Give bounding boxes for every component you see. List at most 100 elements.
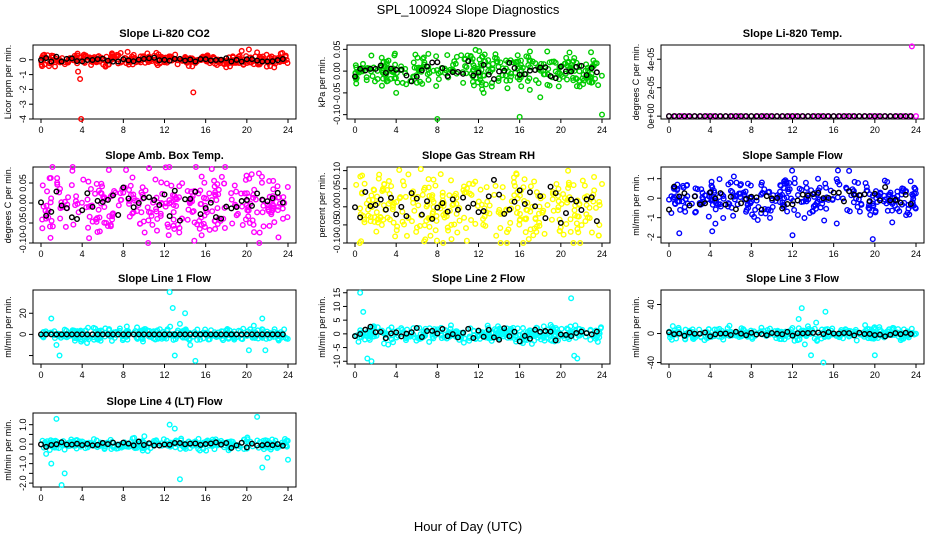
- data-point: [872, 209, 879, 216]
- x-tick-label: 24: [911, 249, 921, 259]
- x-tick-label: 24: [597, 125, 607, 135]
- data-point: [371, 187, 378, 194]
- data-point: [489, 60, 496, 67]
- y-axis-label: degrees C per min.: [3, 167, 13, 244]
- data-point: [520, 239, 527, 246]
- data-point: [525, 54, 532, 61]
- data-point: [569, 74, 576, 81]
- mean-point: [753, 194, 760, 201]
- data-point: [164, 326, 171, 333]
- mean-point: [789, 201, 796, 208]
- data-point: [572, 322, 579, 329]
- mean-point: [444, 208, 451, 215]
- x-tick-label: 0: [352, 370, 357, 380]
- data-point: [166, 197, 173, 204]
- data-point: [469, 67, 476, 74]
- data-point: [275, 203, 282, 210]
- x-tick-label: 4: [394, 125, 399, 135]
- mean-point: [269, 58, 276, 65]
- data-point: [508, 198, 515, 205]
- mean-point: [501, 210, 508, 217]
- mean-point: [248, 440, 255, 447]
- data-point: [256, 239, 263, 246]
- data-point: [730, 173, 737, 180]
- mean-point: [424, 198, 431, 205]
- mean-point: [691, 193, 698, 200]
- mean-point: [243, 444, 250, 451]
- mean-point: [810, 191, 817, 198]
- data-point: [149, 221, 156, 228]
- data-point: [563, 221, 570, 228]
- data-point: [507, 77, 514, 84]
- data-point: [515, 58, 522, 65]
- mean-point: [68, 214, 75, 221]
- data-point: [266, 222, 273, 229]
- data-point: [260, 202, 267, 209]
- data-point: [900, 113, 907, 120]
- mean-point: [465, 204, 472, 211]
- data-point: [401, 221, 408, 228]
- mean-point: [897, 199, 904, 206]
- data-point: [508, 70, 515, 77]
- outlier-point: [285, 456, 292, 463]
- data-point: [570, 239, 577, 246]
- data-point: [239, 203, 246, 210]
- data-point: [759, 190, 766, 197]
- mean-point: [521, 201, 528, 208]
- data-point: [463, 185, 470, 192]
- data-point: [907, 178, 914, 185]
- mean-point: [907, 330, 914, 337]
- data-point: [511, 192, 518, 199]
- panel-7: Slope Line 1 Flow 0 4 8 12 16 20 24 0 20 ml/min pe…: [3, 273, 297, 380]
- y-tick-label: -0.05: [18, 213, 28, 234]
- data-point: [463, 237, 470, 244]
- mean-point: [887, 113, 894, 120]
- data-point: [458, 52, 465, 59]
- data-point: [803, 185, 810, 192]
- mean-point: [552, 190, 559, 197]
- data-point: [441, 214, 448, 221]
- data-point: [392, 233, 399, 240]
- outlier-point: [871, 352, 878, 359]
- data-point: [191, 219, 198, 226]
- x-tick-label: 24: [283, 125, 293, 135]
- data-point: [211, 177, 218, 184]
- y-axis-label: ml/min per min.: [3, 419, 13, 481]
- mean-point: [820, 331, 827, 338]
- x-tick-label: 20: [556, 249, 566, 259]
- plot-frame: [660, 44, 925, 120]
- data-point: [491, 191, 498, 198]
- data-point: [179, 180, 186, 187]
- x-tick-label: 12: [159, 370, 169, 380]
- data-point: [470, 180, 477, 187]
- data-point: [678, 113, 685, 120]
- data-point: [840, 335, 847, 342]
- data-point: [410, 59, 417, 66]
- y-tick-label: -0.10: [18, 233, 28, 254]
- x-tick-label: 0: [666, 125, 671, 135]
- mean-point: [439, 200, 446, 207]
- data-point: [565, 179, 572, 186]
- mean-point: [758, 331, 765, 338]
- outlier-point: [789, 232, 796, 239]
- mean-point: [377, 196, 384, 203]
- data-point: [437, 205, 444, 212]
- data-point: [415, 202, 422, 209]
- data-point: [89, 218, 96, 225]
- data-point: [910, 195, 917, 202]
- x-tick-label: 0: [38, 493, 43, 503]
- data-point: [218, 173, 225, 180]
- mean-point: [223, 203, 230, 210]
- data-point: [417, 166, 424, 173]
- outlier-point: [820, 359, 827, 366]
- data-point: [576, 201, 583, 208]
- mean-point: [774, 195, 781, 202]
- mean-point: [218, 215, 225, 222]
- data-point: [872, 326, 879, 333]
- x-tick-label: 12: [787, 125, 797, 135]
- mean-point: [470, 334, 477, 341]
- data-point: [553, 180, 560, 187]
- x-tick-label: 8: [749, 125, 754, 135]
- mean-point: [882, 333, 889, 340]
- data-point: [536, 222, 543, 229]
